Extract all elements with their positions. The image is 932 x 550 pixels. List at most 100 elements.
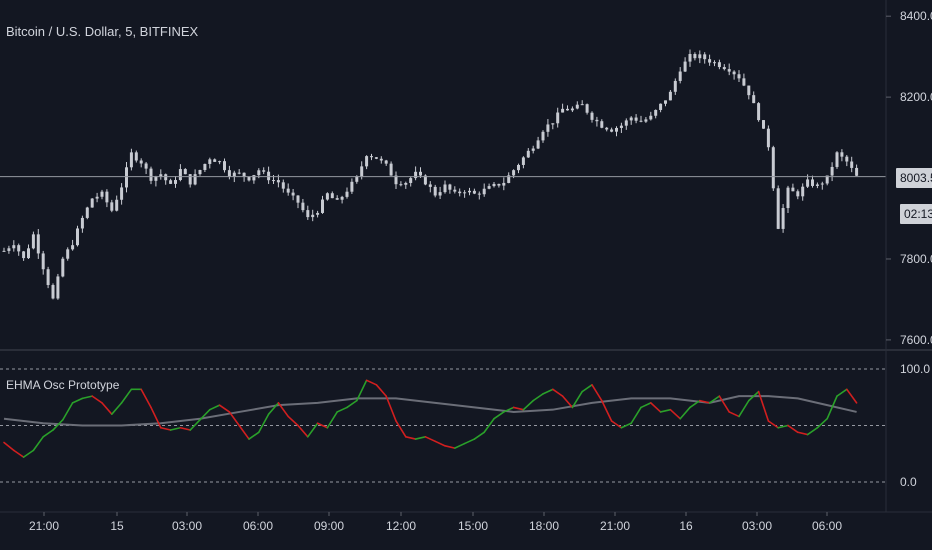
osc-line-segment: [140, 388, 152, 409]
candle-body: [585, 104, 589, 113]
osc-line-segment: [120, 388, 133, 404]
osc-tick-label: 0.0: [900, 475, 917, 489]
osc-line-segment: [561, 395, 574, 409]
osc-line-segment: [32, 435, 45, 452]
candle-body: [796, 191, 800, 197]
candle-body: [183, 169, 187, 175]
osc-line-segment: [806, 426, 819, 436]
candle-body: [365, 156, 369, 167]
osc-line-segment: [111, 402, 123, 416]
candle-body: [105, 191, 109, 203]
candle-body: [7, 248, 11, 251]
candle-body: [708, 59, 712, 63]
osc-line-segment: [160, 426, 172, 431]
candle-body: [409, 178, 413, 183]
time-tick-label: 03:00: [172, 519, 202, 533]
osc-line-segment: [267, 402, 280, 416]
candle-body: [752, 95, 756, 104]
osc-line-segment: [620, 422, 633, 429]
osc-line-segment: [610, 420, 623, 429]
osc-line-segment: [91, 395, 103, 404]
osc-line-segment: [71, 397, 84, 404]
osc-line-segment: [365, 379, 378, 386]
candle-body: [507, 175, 511, 183]
osc-line-segment: [522, 399, 535, 411]
candle-body: [468, 190, 471, 193]
candle-body: [688, 54, 692, 62]
candle-body: [198, 169, 202, 175]
candle-body: [223, 161, 226, 171]
candle-body: [306, 210, 310, 218]
candle-body: [414, 171, 418, 179]
candle-body: [125, 167, 128, 188]
osc-line-segment: [238, 424, 250, 440]
candle-body: [531, 148, 535, 151]
osc-line-segment: [787, 424, 799, 434]
candle-body: [389, 163, 393, 176]
candle-body: [566, 108, 569, 111]
candle-body: [477, 193, 481, 195]
candle-body: [811, 179, 814, 186]
candle-body: [639, 120, 643, 122]
osc-line-segment: [355, 379, 368, 402]
candle-body: [159, 174, 163, 177]
candle-body: [252, 175, 256, 181]
osc-line-segment: [826, 395, 838, 420]
candle-body: [95, 196, 99, 199]
osc-line-segment: [257, 413, 270, 434]
candle-body: [115, 199, 119, 211]
candle-body: [605, 127, 609, 130]
time-tick-label: 06:00: [812, 519, 842, 533]
candle-body: [129, 152, 133, 168]
candle-body: [218, 161, 222, 163]
candle-body: [76, 228, 79, 246]
candle-body: [360, 166, 364, 177]
candle-body: [321, 199, 324, 213]
candle-body: [31, 234, 35, 249]
candle-body: [56, 276, 60, 299]
candle-body: [683, 61, 687, 72]
candle-body: [678, 71, 682, 81]
candle-body: [17, 245, 21, 252]
candle-body: [541, 131, 545, 141]
candle-body: [257, 170, 261, 176]
candle-body: [615, 127, 618, 132]
price-pane[interactable]: [0, 49, 886, 300]
candle-body: [717, 62, 721, 68]
osc-line-segment: [297, 424, 309, 438]
candle-body: [286, 188, 290, 193]
candle-body: [492, 183, 496, 187]
candle-body: [350, 181, 354, 192]
osc-line-segment: [512, 406, 525, 411]
candle-body: [575, 104, 579, 109]
osc-line-segment: [669, 408, 682, 420]
candle-body: [169, 180, 173, 184]
osc-line-segment: [385, 395, 397, 422]
candle-body: [786, 187, 790, 209]
time-tick-label: 03:00: [742, 519, 772, 533]
candle-body: [144, 163, 148, 169]
candle-body: [12, 245, 16, 249]
candle-body: [80, 217, 84, 229]
candle-body: [272, 180, 275, 182]
candle-body: [556, 112, 560, 124]
price-tick-label: 8400.0: [900, 9, 932, 23]
candle-body: [463, 192, 467, 194]
candle-body: [766, 128, 770, 148]
candle-body: [472, 190, 476, 194]
oscillator-pane[interactable]: [0, 368, 886, 483]
osc-line-segment: [630, 406, 642, 425]
osc-line-segment: [218, 404, 231, 413]
osc-line-segment: [101, 402, 113, 416]
osc-line-segment: [22, 449, 35, 458]
osc-line-segment: [551, 388, 564, 397]
candle-body: [737, 74, 741, 79]
osc-line-segment: [179, 426, 191, 431]
candle-body: [262, 170, 266, 172]
osc-line-segment: [346, 399, 358, 409]
time-tick-label: 21:00: [600, 519, 630, 533]
osc-line-segment: [13, 449, 25, 458]
osc-line-segment: [689, 399, 701, 409]
candle-body: [46, 269, 50, 286]
candle-body: [668, 91, 672, 101]
